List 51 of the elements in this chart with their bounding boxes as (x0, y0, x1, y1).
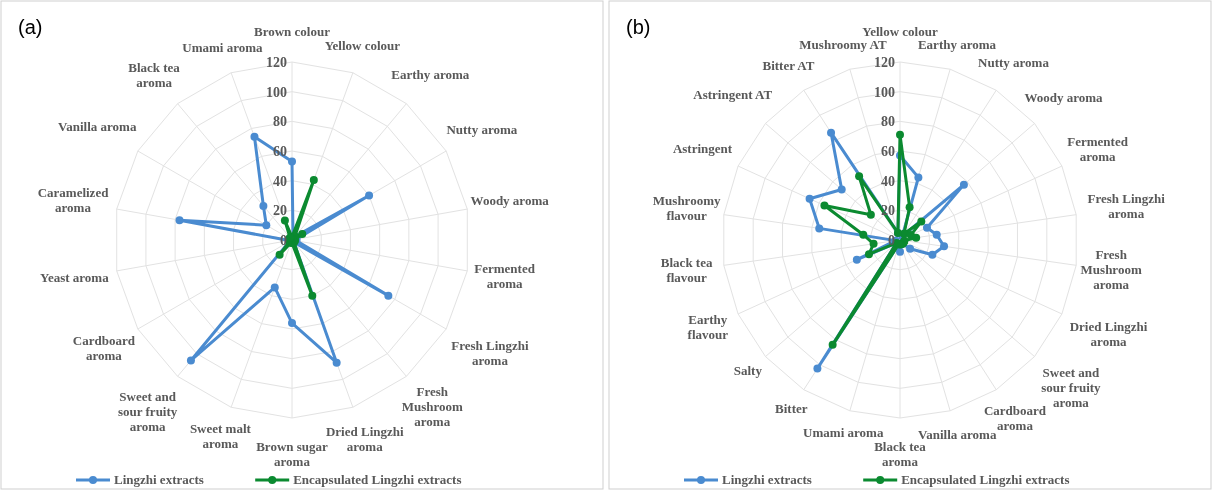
legend-label: Encapsulated Lingzhi extracts (293, 472, 462, 487)
spoke-label: Bitter AT (762, 57, 815, 73)
spoke-label: Mushroomy flavour (652, 193, 721, 224)
chart-title: (b) (626, 16, 651, 38)
spoke-label: Mushroomy AT (799, 37, 887, 53)
spoke-label: Fresh Lingzhi aroma (451, 338, 530, 369)
spoke-label: Dried Lingzhi aroma (1069, 319, 1148, 350)
spoke-label: Umami aroma (803, 424, 884, 440)
spoke-label: Nutty aroma (446, 121, 518, 137)
spoke-label: Vanilla aroma (58, 119, 137, 135)
spoke-label: Nutty aroma (978, 54, 1050, 70)
spoke-label: Earthy flavour (687, 311, 729, 342)
spoke-label: Astringent (672, 141, 733, 157)
y-tick-label: 80 (881, 114, 895, 130)
spoke-label: Fermented aroma (474, 261, 536, 292)
legend-label: Lingzhi extracts (722, 472, 812, 487)
y-tick-label: 20 (273, 203, 287, 219)
spoke-label: Sweet malt aroma (189, 420, 252, 451)
spoke-label: Umami aroma (182, 40, 264, 56)
legend-label: Lingzhi extracts (114, 472, 204, 487)
spoke-label: Caramelized aroma (37, 185, 110, 216)
legend-label: Encapsulated Lingzhi extracts (901, 472, 1070, 487)
spoke-label: Astringent AT (693, 86, 773, 102)
y-tick-label: 120 (874, 55, 895, 70)
spoke-label: Bitter (775, 400, 808, 416)
chart-title: (a) (18, 16, 43, 38)
y-tick-label: 100 (874, 84, 895, 100)
y-tick-label: 40 (881, 173, 895, 189)
y-tick-label: 60 (881, 144, 895, 159)
spoke-label: Yeast aroma (39, 269, 110, 285)
y-tick-label: 100 (266, 84, 287, 100)
spoke-label: Fresh Lingzhi aroma (1087, 191, 1166, 222)
y-tick-label: 0 (280, 233, 287, 248)
spoke-label: Yellow colour (862, 24, 938, 39)
spoke-label: Salty (733, 363, 763, 379)
spoke-label: Black tea aroma (874, 439, 927, 469)
y-tick-label: 40 (273, 173, 287, 189)
spoke-label: Yellow colour (324, 38, 401, 54)
y-tick-label: 80 (273, 114, 287, 130)
spoke-label: Sweet and sour fruity aroma (117, 388, 178, 434)
y-tick-label: 120 (266, 55, 287, 70)
spoke-label: Black tea aroma (128, 59, 181, 90)
spoke-label: Earthy aroma (917, 37, 997, 53)
spoke-label: Cardboard aroma (72, 332, 136, 363)
spoke-label: Brown colour (254, 24, 331, 39)
spoke-label: Fermented aroma (1067, 133, 1129, 164)
spoke-label: Fresh Mushroom aroma (1080, 246, 1142, 292)
spoke-label: Black tea flavour (660, 254, 713, 285)
spoke-label: Woody aroma (470, 193, 550, 209)
spoke-label: Woody aroma (1024, 89, 1104, 105)
spoke-label: Earthy aroma (391, 66, 470, 82)
